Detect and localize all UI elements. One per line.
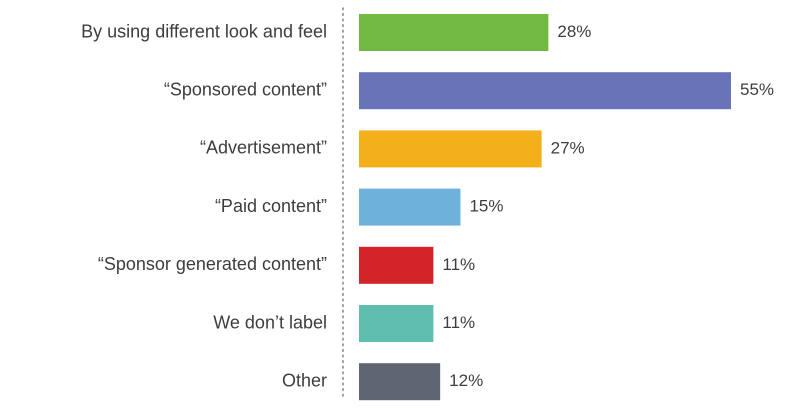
bar [359, 246, 434, 284]
category-label: “Paid content” [215, 196, 327, 216]
value-label: 27% [551, 138, 585, 157]
bar [359, 363, 441, 401]
value-label: 11% [442, 255, 475, 274]
value-label: 55% [740, 80, 774, 99]
bar [359, 188, 461, 226]
value-label: 28% [557, 22, 591, 41]
category-label: We don’t label [213, 312, 327, 332]
category-label: “Sponsor generated content” [98, 254, 327, 274]
value-label: 15% [469, 197, 503, 216]
bar [359, 305, 434, 342]
category-label: By using different look and feel [81, 21, 327, 41]
category-label: Other [282, 370, 327, 390]
category-label: “Advertisement” [200, 138, 327, 158]
value-label: 12% [449, 371, 483, 390]
bar [359, 130, 542, 168]
category-label: “Sponsored content” [164, 79, 327, 99]
bar [359, 14, 549, 51]
bar [359, 72, 731, 110]
value-label: 11% [442, 313, 475, 332]
